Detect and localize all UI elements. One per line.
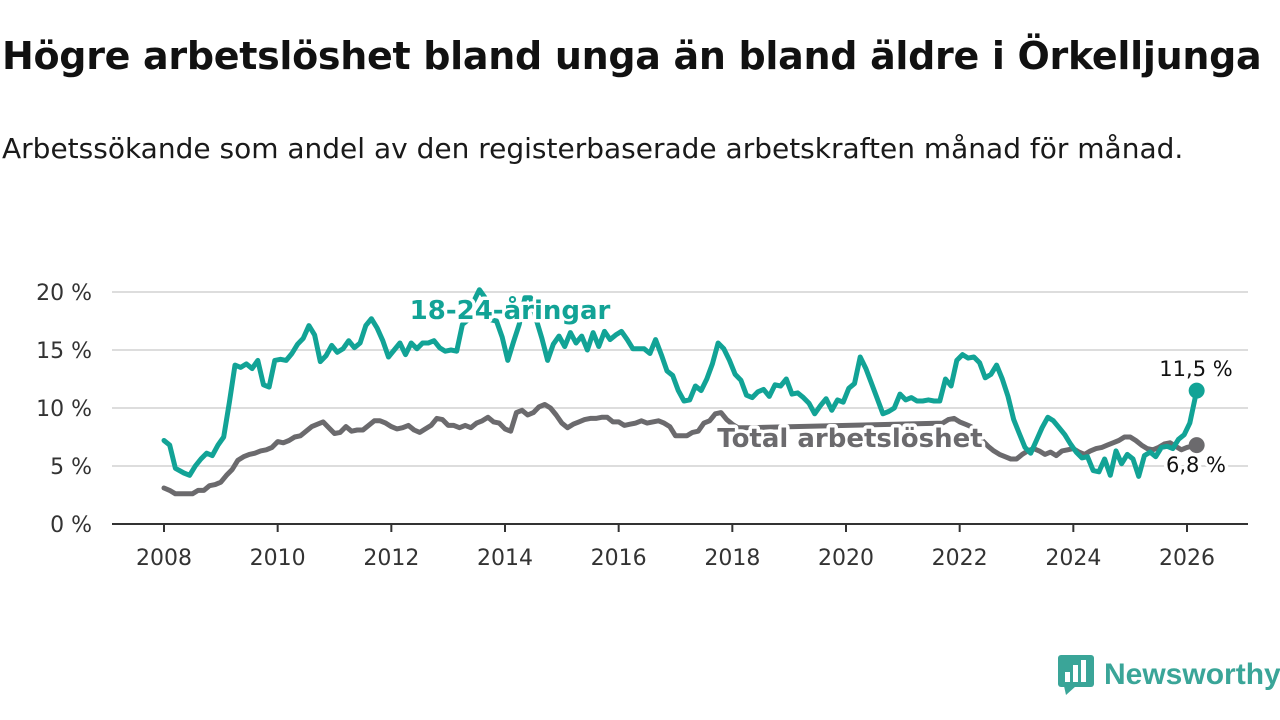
y-tick-label: 5 % — [50, 455, 92, 480]
end-marker-youth — [1188, 382, 1205, 399]
x-axis-ticks: 2008 2010 2012 2014 2016 2018 2020 2022 2024 2026 — [112, 523, 1248, 571]
y-tick-label: 15 % — [36, 339, 92, 364]
x-tick-label: 2010 — [250, 546, 306, 571]
end-marker-total — [1188, 437, 1205, 454]
x-tick-label: 2008 — [136, 546, 192, 571]
newsworthy-logo[interactable]: Newsworthy — [1058, 654, 1280, 696]
y-axis-ticks: 0 % 5 % 10 % 15 % 20 % — [36, 281, 92, 538]
x-tick-label: 2020 — [818, 546, 874, 571]
y-tick-label: 10 % — [36, 397, 92, 422]
y-tick-label: 0 % — [50, 513, 92, 538]
end-value-total: 6,8 % — [1166, 453, 1226, 477]
x-tick-label: 2026 — [1159, 546, 1215, 571]
newsworthy-logo-text: Newsworthy — [1104, 658, 1280, 691]
chart-subtitle: Arbetssökande som andel av den registerb… — [2, 132, 1184, 165]
series-lines — [161, 287, 1205, 497]
newsworthy-logo-icon — [1058, 655, 1094, 695]
x-tick-label: 2016 — [591, 546, 647, 571]
series-label-total: Total arbetslöshet — [717, 424, 982, 454]
series-label-youth: 18-24-åringar — [410, 294, 611, 326]
grid-lines — [112, 291, 1248, 467]
end-value-youth: 11,5 % — [1159, 357, 1232, 381]
chart-title: Högre arbetslöshet bland unga än bland ä… — [2, 34, 1262, 78]
x-tick-label: 2022 — [932, 546, 988, 571]
series-line-total — [161, 402, 1200, 497]
x-tick-label: 2012 — [363, 546, 419, 571]
y-tick-label: 20 % — [36, 281, 92, 306]
series-labels: 18-24-åringar Total arbetslöshet 11,5 % 6,8… — [406, 291, 1236, 481]
x-tick-label: 2024 — [1045, 546, 1101, 571]
x-tick-label: 2014 — [477, 546, 533, 571]
series-line-youth — [161, 287, 1200, 479]
x-tick-label: 2018 — [704, 546, 760, 571]
